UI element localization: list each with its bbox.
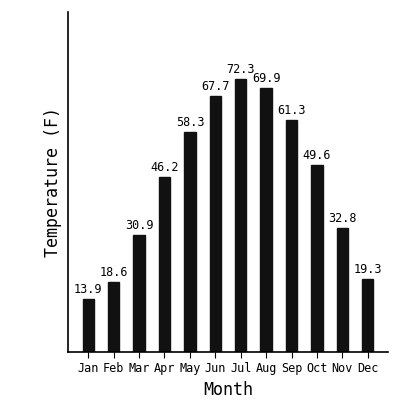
- Bar: [311, 165, 323, 352]
- Text: 32.8: 32.8: [328, 212, 356, 225]
- Bar: [82, 300, 94, 352]
- Text: 72.3: 72.3: [226, 63, 255, 76]
- Text: 18.6: 18.6: [100, 266, 128, 279]
- Text: 58.3: 58.3: [176, 116, 204, 129]
- Text: 19.3: 19.3: [354, 263, 382, 276]
- Bar: [235, 79, 246, 352]
- Y-axis label: Temperature (F): Temperature (F): [44, 107, 62, 257]
- Bar: [108, 282, 119, 352]
- Text: 61.3: 61.3: [277, 104, 306, 118]
- Bar: [133, 235, 145, 352]
- Bar: [260, 88, 272, 352]
- Bar: [210, 96, 221, 352]
- Text: 46.2: 46.2: [150, 162, 179, 174]
- Text: 30.9: 30.9: [125, 219, 153, 232]
- Bar: [286, 120, 297, 352]
- Text: 67.7: 67.7: [201, 80, 230, 93]
- Bar: [184, 132, 196, 352]
- Bar: [362, 279, 374, 352]
- Bar: [337, 228, 348, 352]
- Bar: [159, 178, 170, 352]
- Text: 49.6: 49.6: [303, 148, 331, 162]
- Text: 13.9: 13.9: [74, 284, 102, 296]
- Text: 69.9: 69.9: [252, 72, 280, 85]
- X-axis label: Month: Month: [203, 381, 253, 399]
